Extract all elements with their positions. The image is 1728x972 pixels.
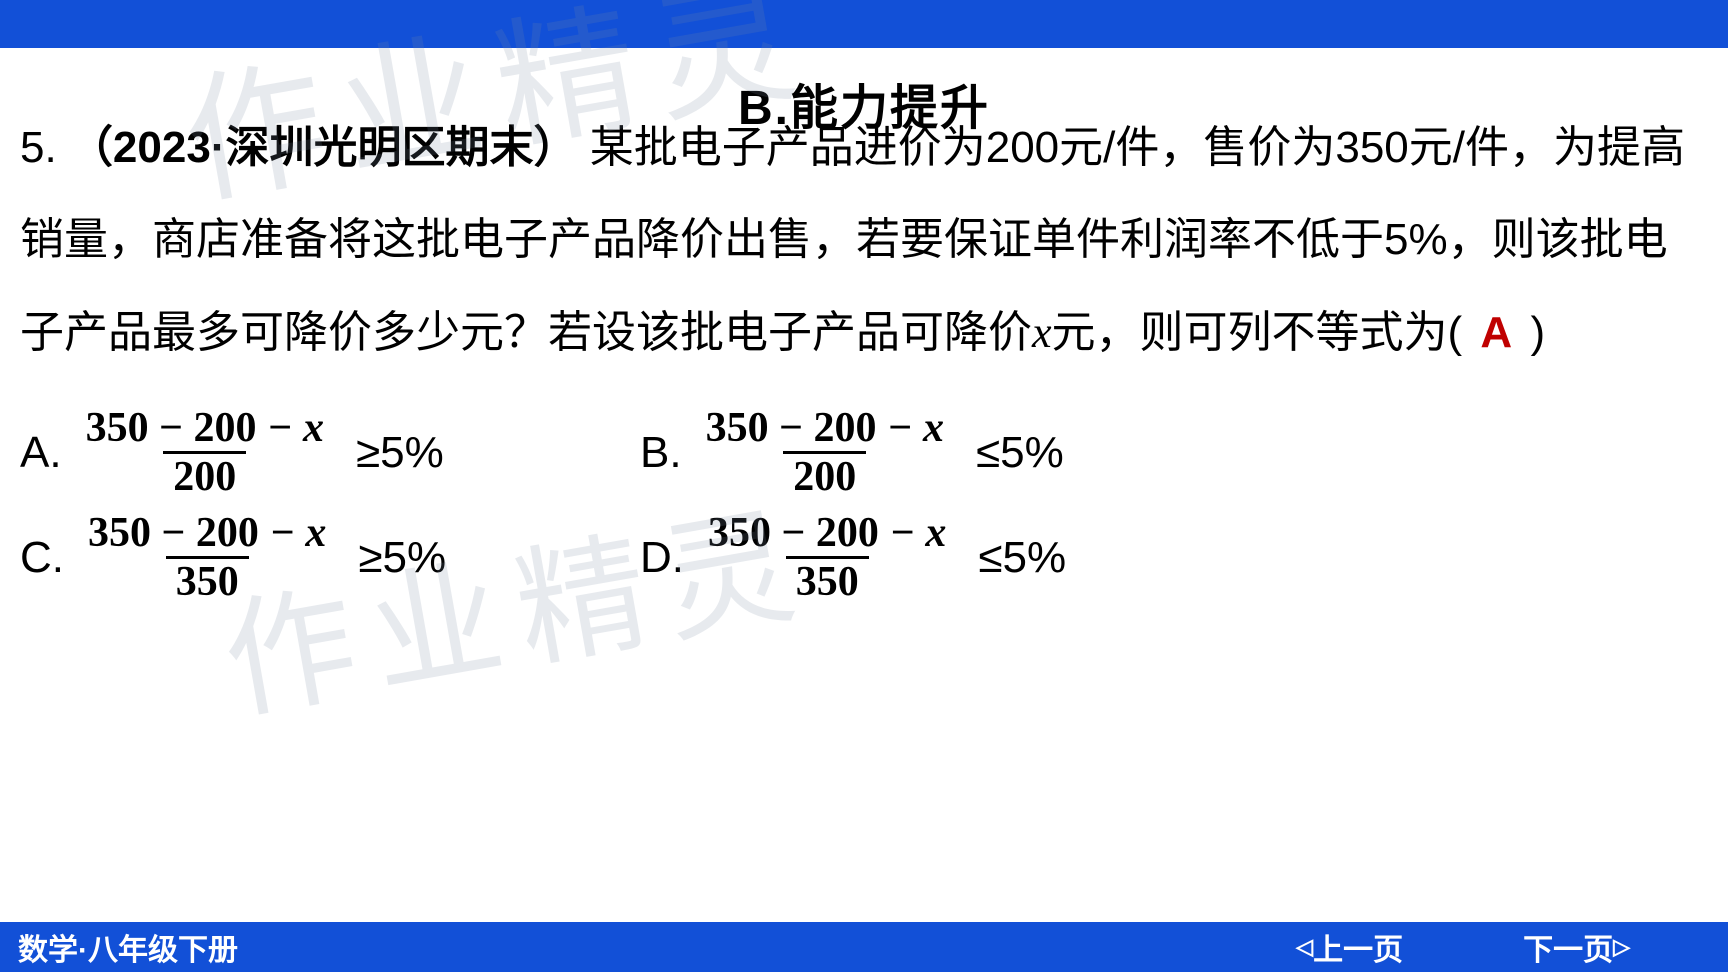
question-source: （2023·深圳光明区期末） <box>69 123 578 172</box>
option-b-denominator: 200 <box>783 451 866 498</box>
question-body-2: 元，则可列不等式为( <box>1052 308 1475 357</box>
option-row-1: A. 350 − 200 − x 200 ≥5% B. 350 − 200 − … <box>20 407 1708 498</box>
bottom-bar: 数学·八年级下册 ◁ 上一页 下一页 ▷ <box>0 922 1728 972</box>
option-d-denominator: 350 <box>786 556 869 603</box>
option-a: A. 350 − 200 − x 200 ≥5% <box>20 407 640 498</box>
option-c-relation: ≥5% <box>358 533 446 583</box>
prev-page-label: 上一页 <box>1313 925 1403 969</box>
option-b-numerator: 350 − 200 − x <box>696 407 954 451</box>
slide-page: 作业精灵 作业精灵 B.能力提升 5. （2023·深圳光明区期末） 某批电子产… <box>0 0 1728 972</box>
option-b: B. 350 − 200 − x 200 ≤5% <box>640 407 1260 498</box>
question-close: ) <box>1530 308 1545 357</box>
question-text: 5. （2023·深圳光明区期末） 某批电子产品进价为200元/件，售价为350… <box>20 102 1708 379</box>
prev-page-button[interactable]: ◁ 上一页 <box>1296 925 1403 969</box>
option-row-2: C. 350 − 200 − x 350 ≥5% D. 350 − 200 − … <box>20 512 1708 603</box>
variable-x: x <box>1032 308 1052 357</box>
option-c: C. 350 − 200 − x 350 ≥5% <box>20 512 640 603</box>
option-c-denominator: 350 <box>166 556 249 603</box>
option-b-relation: ≤5% <box>976 428 1064 478</box>
option-b-fraction: 350 − 200 − x 200 <box>696 407 954 498</box>
option-a-numerator: 350 − 200 − x <box>76 407 334 451</box>
question-number: 5. <box>20 123 57 172</box>
option-a-label: A. <box>20 428 62 478</box>
option-c-label: C. <box>20 533 64 583</box>
option-a-relation: ≥5% <box>356 428 444 478</box>
option-c-numerator: 350 − 200 − x <box>78 512 336 556</box>
next-page-label: 下一页 <box>1523 925 1613 969</box>
option-b-label: B. <box>640 428 682 478</box>
next-triangle-icon: ▷ <box>1613 934 1630 960</box>
content-area: 作业精灵 作业精灵 B.能力提升 5. （2023·深圳光明区期末） 某批电子产… <box>0 48 1728 922</box>
top-bar <box>0 0 1728 48</box>
answer-letter: A <box>1474 308 1518 357</box>
options-block: A. 350 − 200 − x 200 ≥5% B. 350 − 200 − … <box>20 407 1708 603</box>
option-a-denominator: 200 <box>163 451 246 498</box>
footer-subject: 数学·八年级下册 <box>18 925 238 969</box>
option-d: D. 350 − 200 − x 350 ≤5% <box>640 512 1260 603</box>
next-page-button[interactable]: 下一页 ▷ <box>1523 925 1630 969</box>
option-d-label: D. <box>640 533 684 583</box>
option-a-fraction: 350 − 200 − x 200 <box>76 407 334 498</box>
option-d-numerator: 350 − 200 − x <box>698 512 956 556</box>
option-d-fraction: 350 − 200 − x 350 <box>698 512 956 603</box>
option-c-fraction: 350 − 200 − x 350 <box>78 512 336 603</box>
prev-triangle-icon: ◁ <box>1296 934 1313 960</box>
option-d-relation: ≤5% <box>978 533 1066 583</box>
